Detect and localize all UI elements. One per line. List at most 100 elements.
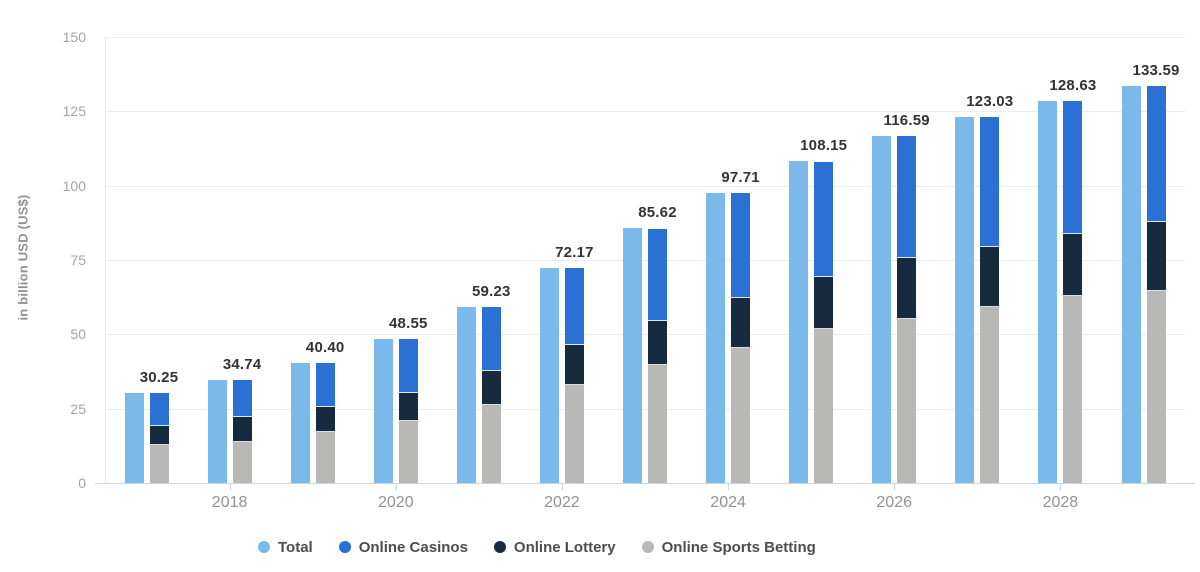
x-axis-label-2024: 2024 <box>710 494 746 511</box>
total-bar-2025[interactable] <box>789 161 809 483</box>
stacked-bar-2025[interactable] <box>814 161 834 483</box>
stacked-bar-2024[interactable] <box>731 192 751 483</box>
online-casinos-segment[interactable] <box>315 362 335 408</box>
stacked-bar-2020[interactable] <box>398 338 418 483</box>
y-axis-tick-label: 150 <box>62 29 86 45</box>
stacked-bar-2021[interactable] <box>481 306 501 483</box>
legend-item-online-lottery[interactable]: Online Lottery <box>493 539 616 556</box>
total-bar-2024[interactable] <box>706 192 726 483</box>
y-gridline-25 <box>105 408 1185 410</box>
x-axis-tick-2018 <box>229 484 231 490</box>
value-label-2026: 116.59 <box>883 112 930 130</box>
online-casinos-segment[interactable] <box>481 306 501 372</box>
y-gridline-50 <box>105 334 1185 336</box>
online-sports-betting-segment[interactable] <box>731 347 751 483</box>
online-lottery-segment[interactable] <box>232 417 252 442</box>
x-axis-tick-2028 <box>1060 484 1062 490</box>
total-bar-2029[interactable] <box>1121 85 1141 483</box>
online-lottery-segment[interactable] <box>398 392 418 422</box>
online-sports-betting-segment[interactable] <box>149 444 169 483</box>
stacked-bar-2023[interactable] <box>648 228 667 483</box>
online-lottery-segment[interactable] <box>1146 221 1166 292</box>
total-bar-2018[interactable] <box>207 379 227 483</box>
total-bar-2017[interactable] <box>124 393 144 483</box>
y-gridline-150 <box>105 37 1185 38</box>
y-gridline-100 <box>105 185 1185 187</box>
online-lottery-segment[interactable] <box>564 344 584 385</box>
online-sports-betting-segment[interactable] <box>232 441 252 483</box>
legend-item-online-sports-betting[interactable]: Online Sports Betting <box>641 539 816 556</box>
online-sports-betting-segment[interactable] <box>648 365 667 483</box>
y-gridline-125 <box>105 111 1185 113</box>
y-axis-tick-label: 25 <box>70 400 86 417</box>
online-casinos-segment[interactable] <box>980 117 1000 247</box>
x-axis-tick-2026 <box>894 484 896 490</box>
value-label-2019: 40.40 <box>305 338 345 356</box>
online-lottery-segment[interactable] <box>1063 233 1083 296</box>
value-label-2028: 128.63 <box>1049 76 1097 94</box>
total-bar-2028[interactable] <box>1038 100 1058 483</box>
x-axis-label-2018: 2018 <box>211 494 248 511</box>
value-label-2029: 133.59 <box>1132 61 1180 79</box>
online-lottery-segment[interactable] <box>897 257 917 320</box>
online-sports-betting-segment[interactable] <box>398 421 418 483</box>
value-label-2024: 97.71 <box>721 168 760 186</box>
legend: Total Online Casinos Online Lottery Online … <box>258 534 816 560</box>
online-casinos-segment[interactable] <box>731 192 751 299</box>
online-sports-betting-segment[interactable] <box>481 405 501 483</box>
legend-item-online-casinos[interactable]: Online Casinos <box>338 539 468 556</box>
online-casinos-segment[interactable] <box>648 228 667 321</box>
stacked-bar-2028[interactable] <box>1063 100 1083 483</box>
y-axis-tick-label: 125 <box>62 103 86 120</box>
stacked-bar-2026[interactable] <box>897 136 917 483</box>
online-lottery-segment[interactable] <box>980 246 1000 308</box>
online-sports-betting-segment[interactable] <box>1146 291 1166 483</box>
stacked-bar-2029[interactable] <box>1146 85 1166 483</box>
online-casinos-segment[interactable] <box>564 268 584 345</box>
total-bar-2020[interactable] <box>373 338 393 483</box>
online-lottery-segment[interactable] <box>149 426 169 445</box>
online-casinos-segment[interactable] <box>1063 100 1083 234</box>
online-lottery-segment[interactable] <box>731 298 751 348</box>
online-lottery-segment[interactable] <box>814 276 834 329</box>
legend-dot-icon <box>338 541 351 553</box>
total-bar-2021[interactable] <box>456 306 476 483</box>
stacked-bar-2022[interactable] <box>564 268 584 483</box>
stacked-bar-2019[interactable] <box>315 362 335 483</box>
value-label-2018: 34.74 <box>222 355 262 373</box>
online-sports-betting-segment[interactable] <box>315 432 335 483</box>
online-lottery-segment[interactable] <box>315 407 335 433</box>
online-sports-betting-segment[interactable] <box>897 319 917 483</box>
online-casinos-segment[interactable] <box>814 161 834 277</box>
online-casinos-segment[interactable] <box>398 338 418 393</box>
total-bar-2022[interactable] <box>539 268 559 483</box>
y-gridline-75 <box>105 260 1185 261</box>
value-label-2025: 108.15 <box>800 137 848 155</box>
total-bar-2027[interactable] <box>955 117 975 483</box>
legend-label: Total <box>278 538 313 556</box>
x-axis-label-2028: 2028 <box>1042 494 1079 511</box>
stacked-bar-2027[interactable] <box>980 117 1000 483</box>
total-bar-2026[interactable] <box>872 136 892 483</box>
value-label-2017: 30.25 <box>139 369 179 387</box>
online-sports-betting-segment[interactable] <box>1063 295 1083 483</box>
online-casinos-segment[interactable] <box>232 379 252 418</box>
online-sports-betting-segment[interactable] <box>564 384 584 483</box>
online-lottery-segment[interactable] <box>481 371 501 406</box>
online-casinos-segment[interactable] <box>1146 85 1166 222</box>
online-sports-betting-segment[interactable] <box>980 307 1000 483</box>
x-axis-tick-2020 <box>395 484 397 490</box>
legend-item-total[interactable]: Total <box>258 539 313 556</box>
total-bar-2023[interactable] <box>623 228 642 483</box>
online-lottery-segment[interactable] <box>648 320 667 366</box>
stacked-bar-2018[interactable] <box>232 379 252 483</box>
online-sports-betting-segment[interactable] <box>814 328 834 483</box>
total-bar-2019[interactable] <box>290 362 310 483</box>
x-axis-label-2026: 2026 <box>876 494 912 511</box>
online-casinos-segment[interactable] <box>149 393 169 427</box>
y-axis-tick-label: 0 <box>78 475 86 491</box>
stacked-bar-2017[interactable] <box>149 393 169 483</box>
online-casinos-segment[interactable] <box>897 136 917 258</box>
legend-dot-icon <box>493 541 506 553</box>
legend-dot-icon <box>258 541 270 553</box>
